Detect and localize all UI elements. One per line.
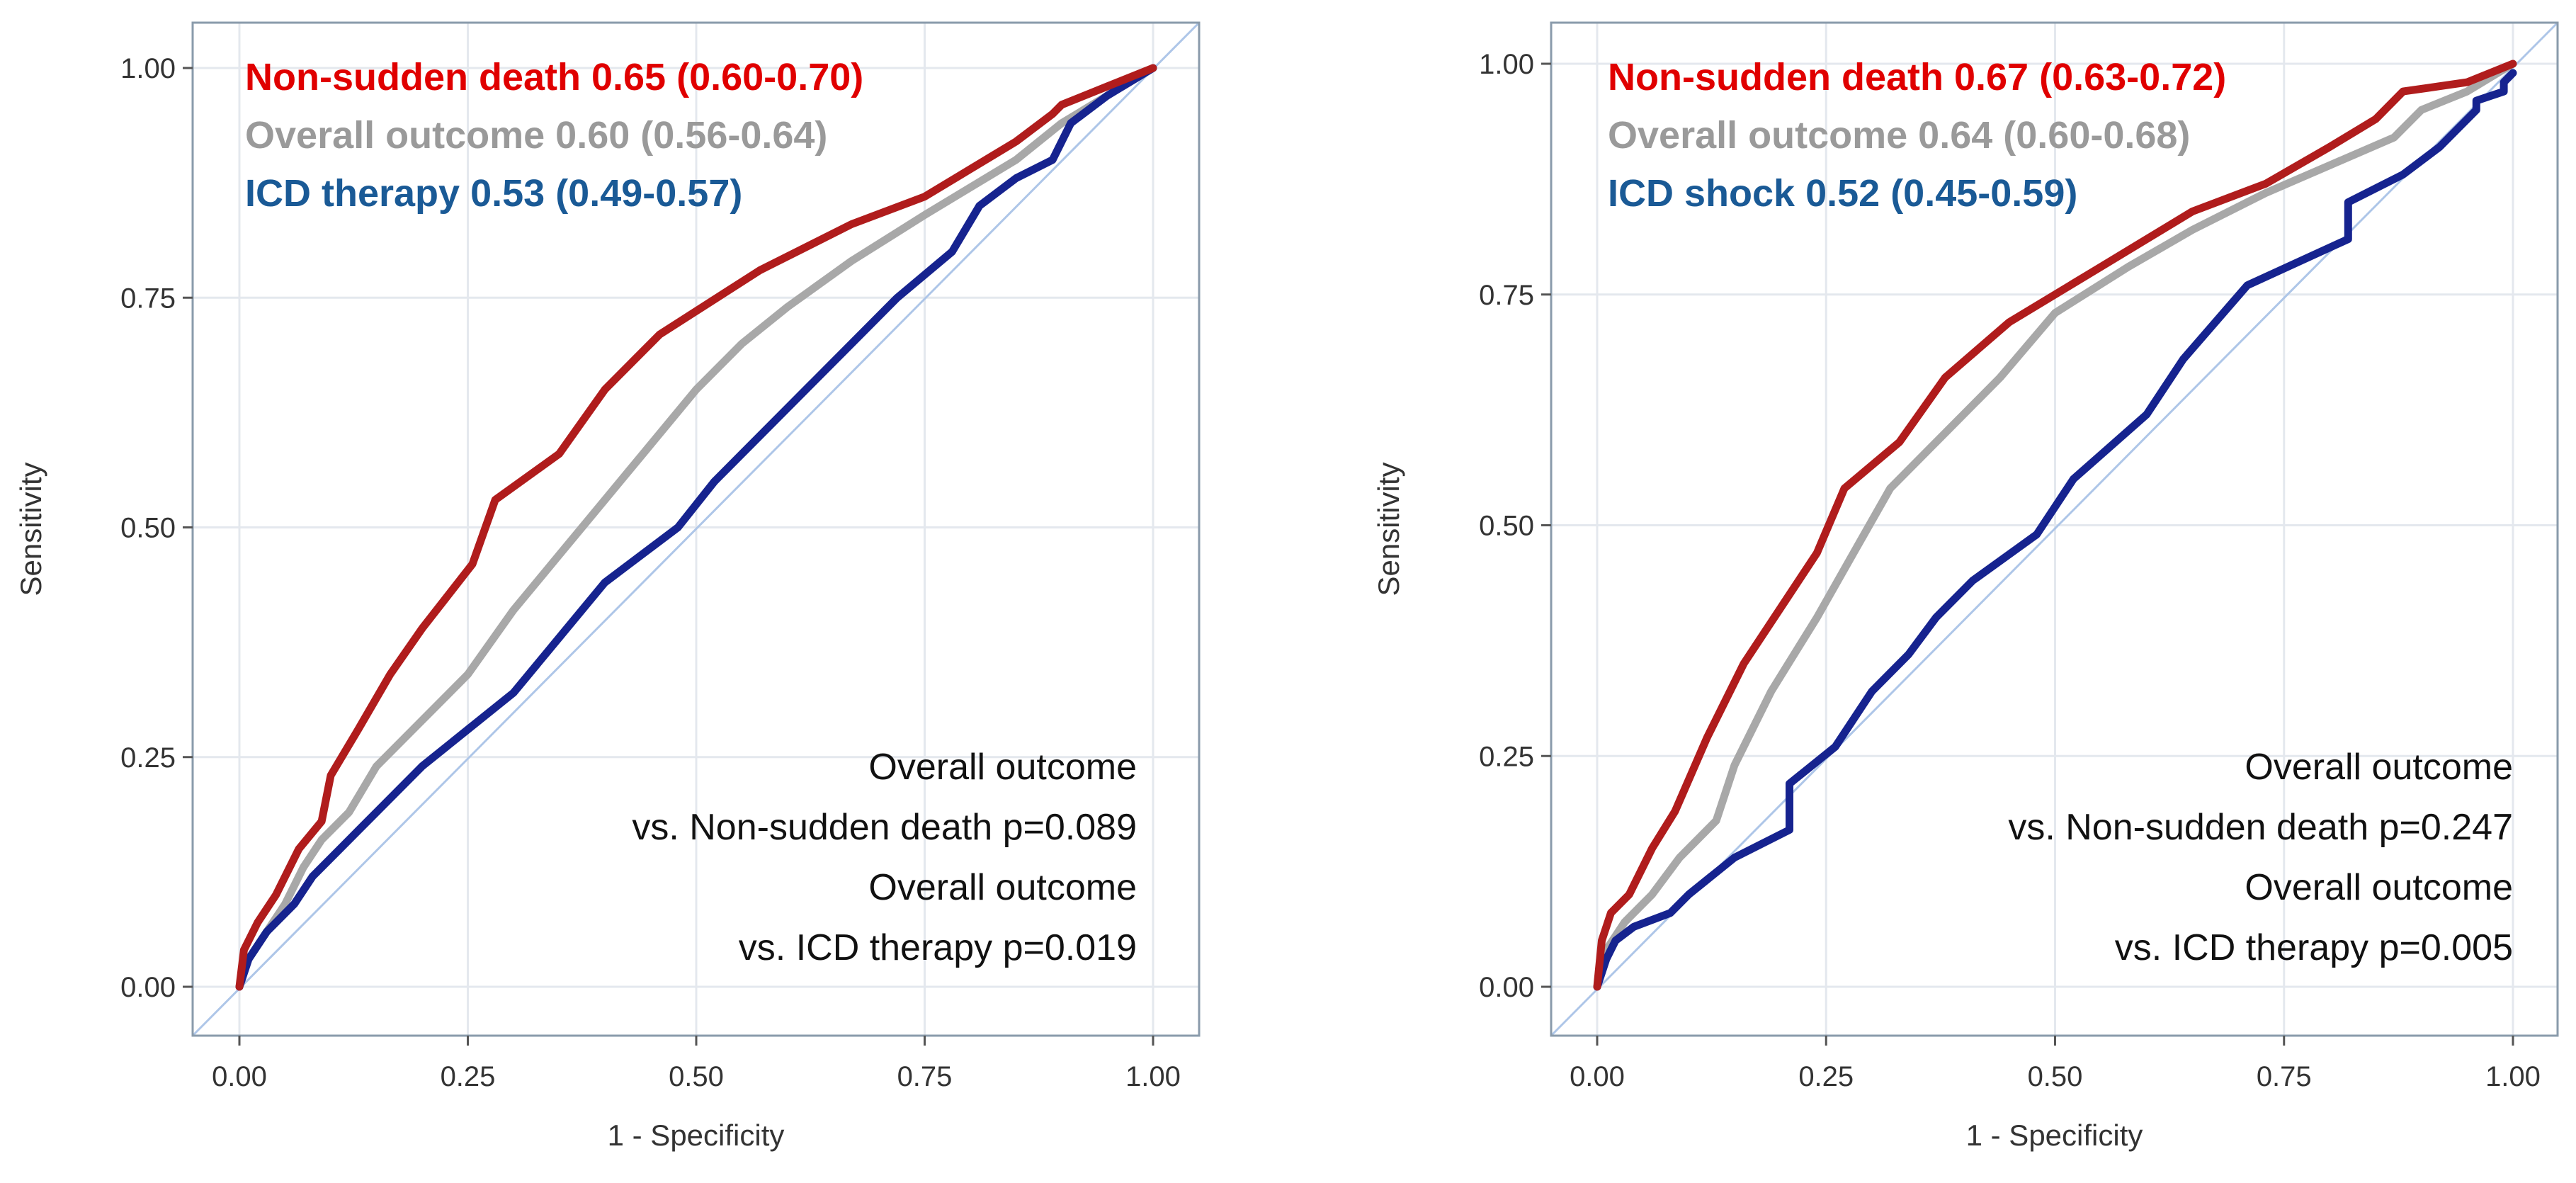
left-comparison-annotation: vs. ICD therapy p=0.019: [739, 927, 1137, 968]
left-roc-line-overall: [235, 64, 1157, 991]
left-roc-line-non-sudden: [235, 64, 1157, 991]
right-y-tick-label: 1.00: [1479, 49, 1534, 80]
left-roc-line-icd: [235, 64, 1157, 991]
right-y-tick-label: 0.75: [1479, 280, 1534, 311]
right-legend-label: Overall outcome: [1608, 114, 1918, 157]
right-roc-line-icd: [1593, 69, 2517, 991]
left-legend-auc: 0.53: [470, 172, 555, 215]
left-legend-ci: (0.60-0.70): [676, 56, 863, 98]
left-y-tick-label: 0.75: [120, 283, 176, 314]
left-y-tick-label: 0.50: [120, 513, 176, 544]
left-reference-diagonal: [191, 21, 1201, 1037]
right-legend-auc: 0.67: [1954, 56, 2039, 98]
left-x-tick-label: 0.75: [897, 1061, 953, 1092]
right-roc-line-non-sudden: [1593, 60, 2517, 991]
right-y-tick-label: 0.00: [1479, 972, 1534, 1003]
right-comparison-annotation: vs. ICD therapy p=0.005: [2115, 927, 2513, 968]
left-x-tick-label: 0.00: [212, 1061, 267, 1092]
left-legend-entry: ICD therapy 0.53 (0.49-0.57): [245, 172, 742, 215]
left-y-tick-label: 0.25: [120, 742, 176, 774]
right-comparison-annotation: Overall outcome: [2245, 867, 2513, 908]
right-x-axis-label: 1 - Specificity: [1966, 1119, 2143, 1152]
left-x-tick-label: 0.25: [441, 1061, 496, 1092]
right-y-axis-label: Sensitivity: [1372, 462, 1405, 596]
right-x-tick-label: 0.50: [2028, 1061, 2083, 1092]
right-legend-auc: 0.64: [1918, 114, 2003, 157]
right-legend-entry: ICD shock 0.52 (0.45-0.59): [1608, 172, 2077, 215]
right-legend-entry: Non-sudden death 0.67 (0.63-0.72): [1608, 56, 2226, 98]
right-legend-label: ICD shock: [1608, 172, 1805, 215]
left-legend-ci: (0.49-0.57): [555, 172, 742, 215]
right-legend-ci: (0.60-0.68): [2003, 114, 2190, 157]
right-y-tick-label: 0.25: [1479, 741, 1534, 772]
left-legend-label: Non-sudden death: [245, 56, 591, 98]
left-legend-auc: 0.65: [591, 56, 676, 98]
left-y-tick-label: 0.00: [120, 972, 176, 1003]
left-x-tick-label: 0.50: [669, 1061, 724, 1092]
left-legend-ci: (0.56-0.64): [640, 114, 827, 157]
right-comparison-annotation: vs. Non-sudden death p=0.247: [2008, 807, 2513, 848]
right-legend-label: Non-sudden death: [1608, 56, 1954, 98]
right-roc-line-overall: [1593, 60, 2517, 991]
roc-panel-right: 0.00 0.00 0.25 0.25 0.50 0.50 0.75 0.75 1.00 1.00…: [1372, 21, 2559, 1152]
left-x-axis-label: 1 - Specificity: [608, 1119, 785, 1152]
left-y-axis-label: Sensitivity: [14, 462, 47, 596]
right-x-tick-label: 0.25: [1798, 1061, 1854, 1092]
right-legend-ci: (0.45-0.59): [1890, 172, 2077, 215]
left-legend-entry: Non-sudden death 0.65 (0.60-0.70): [245, 56, 863, 98]
left-legend-entry: Overall outcome 0.60 (0.56-0.64): [245, 114, 827, 157]
left-x-tick-label: 1.00: [1125, 1061, 1181, 1092]
right-legend-ci: (0.63-0.72): [2039, 56, 2226, 98]
roc-panel-left: 0.00 0.00 0.25 0.25 0.50 0.50 0.75 0.75 1.00 1.00…: [14, 21, 1201, 1152]
right-comparison-annotation: Overall outcome: [2245, 747, 2513, 788]
left-comparison-annotation: Overall outcome: [868, 867, 1137, 908]
right-y-tick-label: 0.50: [1479, 511, 1534, 542]
left-legend-auc: 0.60: [555, 114, 640, 157]
right-legend-entry: Overall outcome 0.64 (0.60-0.68): [1608, 114, 2190, 157]
left-legend-label: ICD therapy: [245, 172, 470, 215]
left-comparison-annotation: vs. Non-sudden death p=0.089: [632, 807, 1137, 848]
right-x-tick-label: 0.75: [2257, 1061, 2312, 1092]
right-x-tick-label: 0.00: [1570, 1061, 1625, 1092]
left-comparison-annotation: Overall outcome: [868, 747, 1137, 788]
right-x-tick-label: 1.00: [2485, 1061, 2541, 1092]
left-y-tick-label: 1.00: [120, 53, 176, 84]
right-legend-auc: 0.52: [1805, 172, 1890, 215]
left-legend-label: Overall outcome: [245, 114, 555, 157]
